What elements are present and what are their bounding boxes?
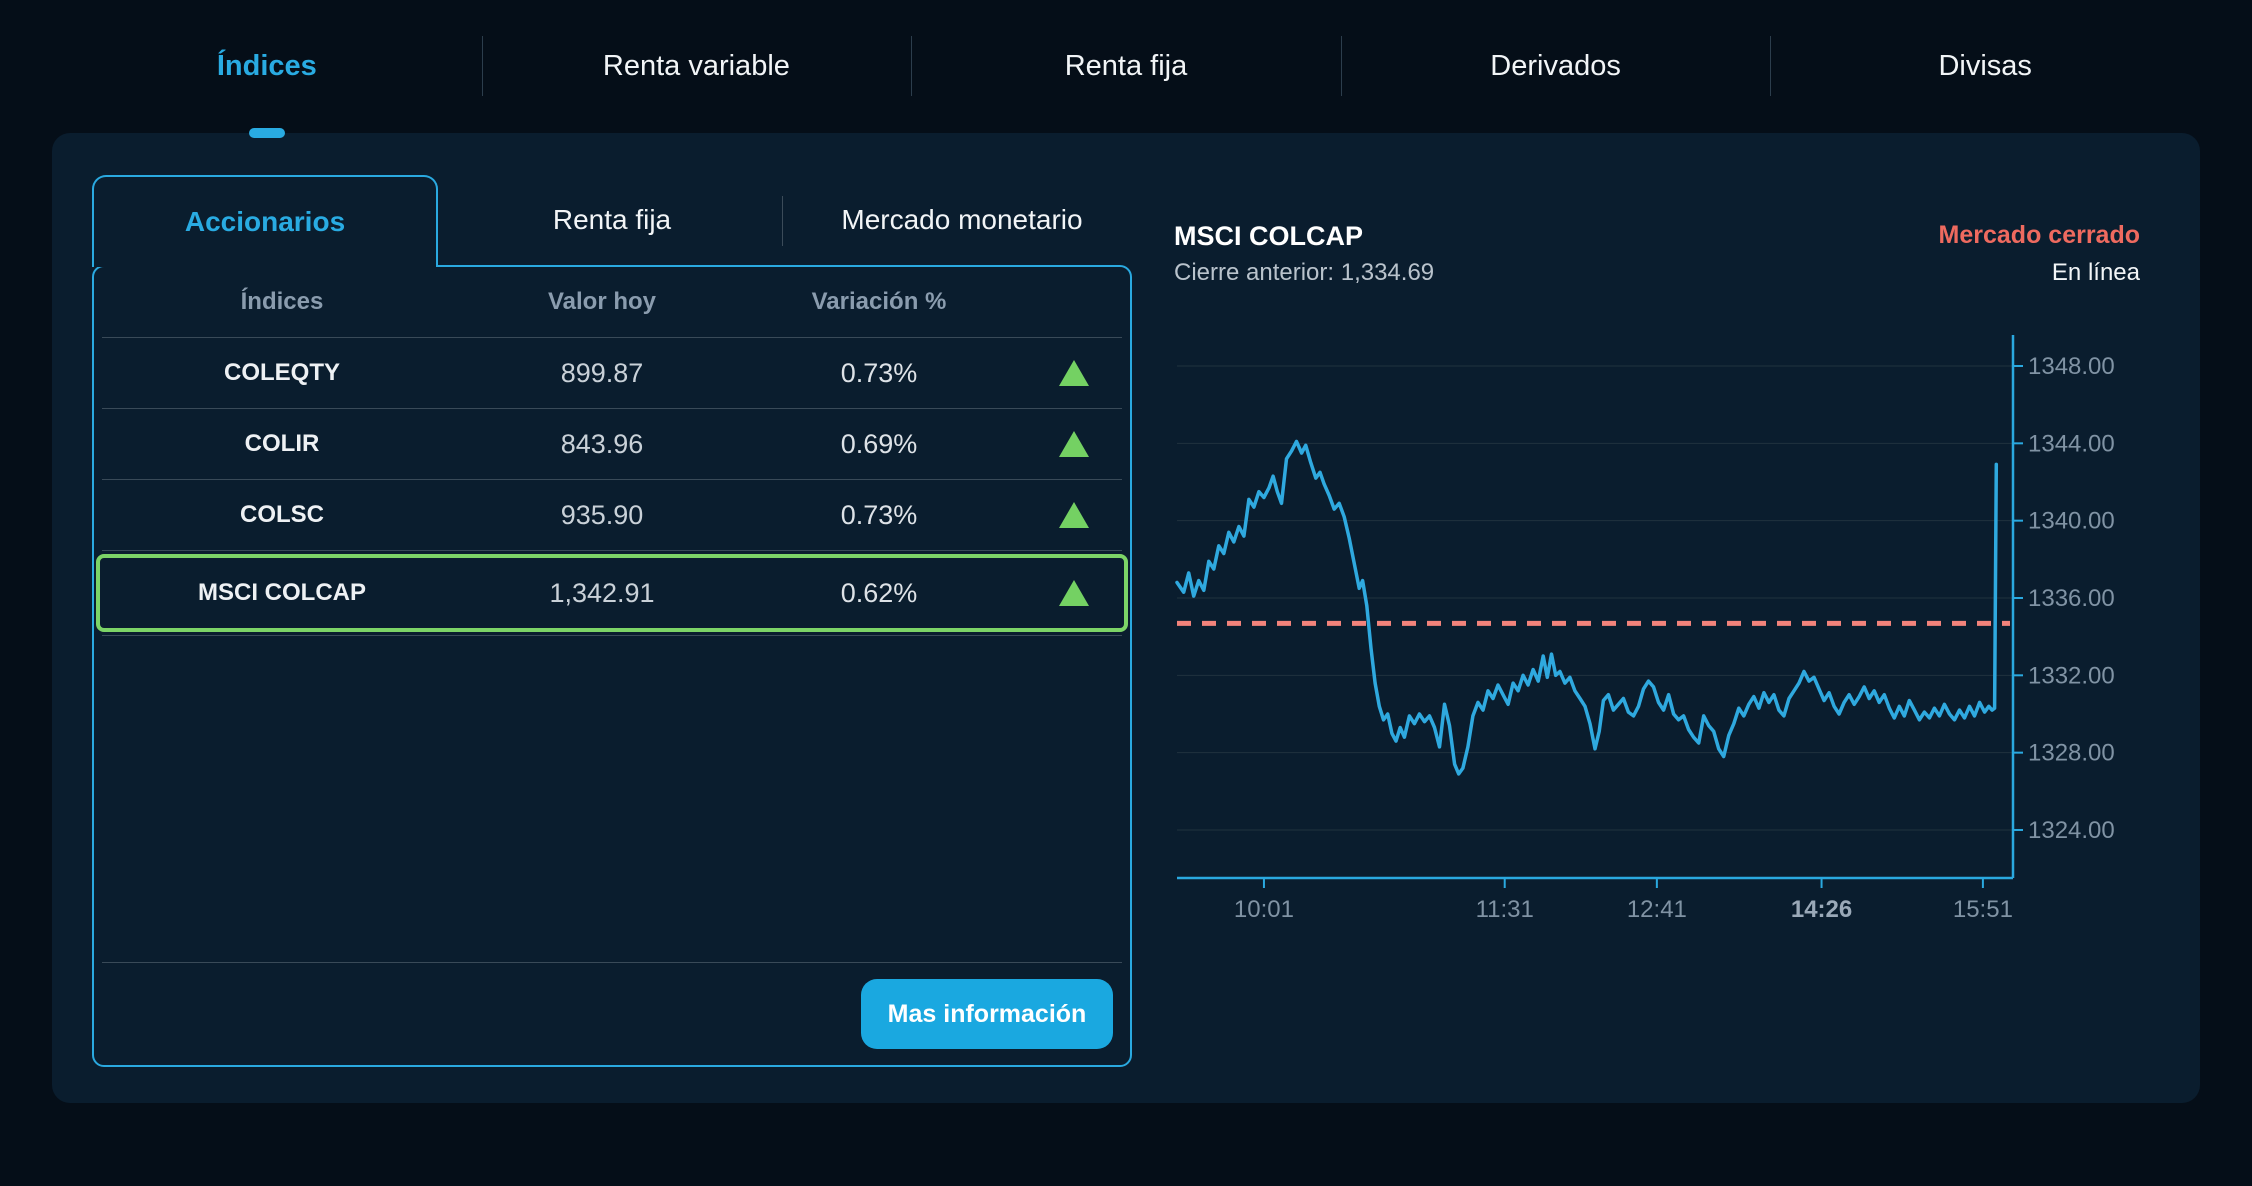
- svg-text:10:01: 10:01: [1234, 896, 1294, 923]
- table-row-colsc[interactable]: COLSC 935.90 0.73%: [94, 480, 1130, 550]
- nav-item-renta-fija[interactable]: Renta fija: [911, 0, 1341, 133]
- nav-item-label: Divisas: [1938, 50, 2032, 82]
- row-divider: [102, 479, 1122, 480]
- index-name: COLEQTY: [223, 359, 340, 386]
- table-header: Índices Valor hoy Variación %: [94, 267, 1130, 337]
- row-divider: [102, 550, 1122, 551]
- column-header-valor-hoy: Valor hoy: [547, 288, 657, 315]
- svg-text:12:41: 12:41: [1627, 896, 1687, 923]
- nav-item-label: Derivados: [1490, 50, 1621, 82]
- tab-renta-fija[interactable]: Renta fija: [492, 175, 732, 265]
- index-value: 1,342.91: [549, 577, 655, 608]
- colcap-intraday-chart: 1348.00 1344.00 1340.00 1336.00 1332.00 1328.…: [1175, 335, 2115, 923]
- svg-text:1348.00: 1348.00: [2028, 353, 2115, 380]
- row-divider: [102, 635, 1122, 636]
- market-card: Accionarios Renta fija Mercado monetario…: [52, 133, 2200, 1103]
- market-status-badge: Mercado cerrado: [1938, 221, 2140, 249]
- index-name: COLSC: [240, 501, 324, 528]
- online-status-text: En línea: [2051, 259, 2140, 286]
- tab-label: Mercado monetario: [841, 204, 1083, 235]
- svg-text:1344.00: 1344.00: [2028, 430, 2115, 457]
- up-triangle-icon: [1059, 502, 1089, 528]
- nav-item-divisas[interactable]: Divisas: [1770, 0, 2200, 133]
- more-info-button[interactable]: Mas información: [861, 979, 1113, 1049]
- svg-text:1332.00: 1332.00: [2028, 662, 2115, 689]
- nav-item-label: Índices: [216, 50, 317, 82]
- tab-mercado-monetario[interactable]: Mercado monetario: [802, 175, 1122, 265]
- index-name: MSCI COLCAP: [198, 579, 366, 606]
- up-triangle-icon: [1059, 431, 1089, 457]
- previous-close-text: Cierre anterior: 1,334.69: [1174, 259, 1435, 286]
- nav-item-label: Renta variable: [602, 50, 790, 82]
- table-row-coleqty[interactable]: COLEQTY 899.87 0.73%: [94, 338, 1130, 408]
- up-triangle-icon: [1059, 360, 1089, 386]
- indices-panel: Índices Valor hoy Variación % COLEQTY 89…: [92, 265, 1132, 1067]
- column-header-variacion: Variación %: [811, 288, 947, 315]
- nav-item-indices[interactable]: Índices: [52, 0, 482, 138]
- column-header-indices: Índices: [240, 288, 324, 315]
- svg-text:1336.00: 1336.00: [2028, 585, 2115, 612]
- index-name: COLIR: [244, 430, 320, 457]
- row-divider: [102, 337, 1122, 338]
- svg-text:1340.00: 1340.00: [2028, 508, 2115, 535]
- index-variation: 0.62%: [840, 577, 918, 608]
- index-variation: 0.73%: [840, 499, 918, 530]
- row-divider: [102, 408, 1122, 409]
- svg-text:11:31: 11:31: [1476, 896, 1534, 923]
- footer-divider: [102, 962, 1122, 963]
- index-variation: 0.73%: [840, 357, 918, 388]
- active-nav-indicator: [248, 128, 285, 138]
- nav-item-derivados[interactable]: Derivados: [1340, 0, 1771, 133]
- index-value: 843.96: [560, 428, 644, 459]
- svg-text:14:26: 14:26: [1791, 896, 1852, 923]
- top-nav: Índices Renta variable Renta fija Deriva…: [52, 0, 2200, 138]
- svg-text:15:51: 15:51: [1953, 896, 2013, 923]
- table-row-msci-colcap[interactable]: MSCI COLCAP 1,342.91 0.62%: [94, 551, 1130, 635]
- svg-text:1328.00: 1328.00: [2028, 740, 2115, 767]
- chart-title: MSCI COLCAP: [1174, 221, 1363, 251]
- index-variation: 0.69%: [840, 428, 918, 459]
- up-triangle-icon: [1059, 580, 1089, 606]
- index-value: 899.87: [560, 357, 644, 388]
- tab-label: Renta fija: [552, 204, 672, 235]
- svg-text:1324.00: 1324.00: [2028, 817, 2115, 844]
- tab-label: Accionarios: [184, 206, 346, 237]
- index-value: 935.90: [560, 499, 644, 530]
- nav-item-renta-variable[interactable]: Renta variable: [481, 0, 912, 133]
- table-row-colir[interactable]: COLIR 843.96 0.69%: [94, 409, 1130, 479]
- tab-accionarios[interactable]: Accionarios: [92, 175, 438, 267]
- tab-divider: [782, 196, 783, 246]
- nav-item-label: Renta fija: [1064, 50, 1188, 82]
